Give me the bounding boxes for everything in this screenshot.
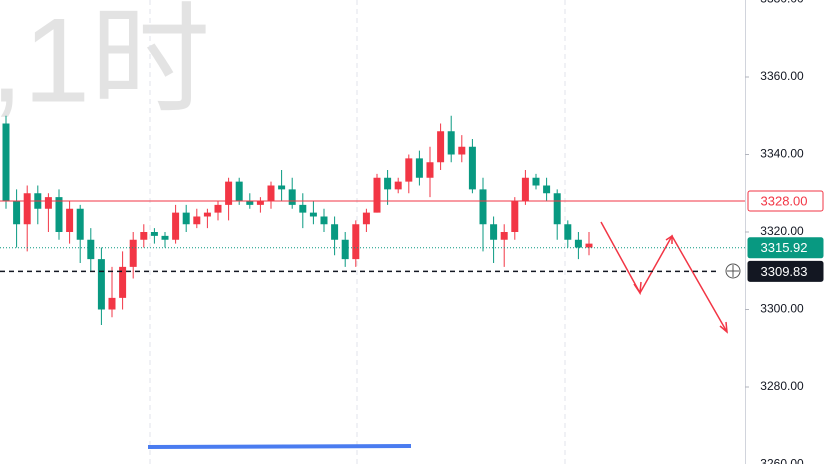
candle-body	[76, 208, 84, 240]
candle-body	[44, 197, 52, 209]
candle-body	[331, 224, 339, 240]
candle-body	[87, 239, 95, 260]
crosshair-icon	[727, 265, 739, 277]
candle-body	[203, 212, 211, 217]
y-tick-label: 3260.00	[760, 457, 804, 464]
candle-body	[373, 177, 381, 213]
candle-body	[521, 177, 529, 201]
candle-body	[511, 200, 519, 232]
candle-body	[320, 216, 328, 225]
candle-body	[479, 189, 487, 225]
candle-body	[256, 200, 264, 205]
y-tick-label: 3380.00	[760, 0, 804, 6]
price-label: 3315.92	[761, 240, 808, 255]
candle-body	[246, 200, 254, 205]
candle-body	[564, 224, 572, 240]
candle-body	[214, 204, 222, 213]
price-label-box	[747, 237, 824, 259]
candle-body	[415, 158, 423, 178]
candle-body	[543, 185, 551, 194]
y-tick-label: 3300.00	[760, 302, 804, 316]
candle-body	[278, 185, 286, 190]
candle-body	[150, 232, 158, 236]
candle-body	[2, 123, 10, 201]
candle-body	[119, 266, 127, 298]
y-tick-label: 3360.00	[760, 69, 804, 83]
candle-body	[447, 131, 455, 155]
drawing-arrow	[600, 221, 728, 333]
candle-body	[437, 131, 445, 163]
price-label: 3328.00	[761, 193, 808, 208]
y-tick-label: 3320.00	[760, 224, 804, 238]
candle-body	[267, 185, 275, 201]
candle-body	[490, 224, 498, 240]
candle-body	[458, 146, 466, 155]
y-tick-label: 3340.00	[760, 147, 804, 161]
candle-body	[405, 158, 413, 182]
drawing-line	[147, 444, 412, 449]
watermark: ,1时	[0, 0, 210, 128]
candle-body	[288, 189, 296, 205]
candle-body	[352, 224, 360, 260]
candle-body	[585, 243, 593, 248]
candle-body	[23, 193, 31, 225]
candle-body	[161, 235, 169, 240]
price-label-box	[747, 190, 824, 212]
candle-body	[140, 232, 148, 240]
candle-body	[468, 146, 476, 190]
candle-body	[235, 181, 243, 201]
candle-body	[108, 297, 116, 310]
candle-body	[394, 181, 402, 190]
candle-body	[384, 177, 392, 190]
price-label: 3309.83	[761, 264, 808, 279]
candle-body	[426, 162, 434, 178]
candle-body	[362, 212, 370, 225]
candle-body	[309, 212, 317, 217]
candle-body	[55, 197, 63, 232]
candle-body	[341, 239, 349, 260]
candle-body	[172, 212, 180, 240]
arrow-head	[633, 234, 728, 334]
candle-body	[97, 259, 105, 310]
candle-body	[193, 216, 201, 225]
candle-body	[574, 239, 582, 248]
candle-body	[532, 177, 540, 186]
candle-body	[129, 239, 137, 267]
candle-body	[299, 204, 307, 213]
candle-body	[66, 208, 74, 232]
candle-body	[225, 181, 233, 205]
candle-body	[13, 200, 21, 225]
candle-body	[182, 212, 190, 225]
price-label-box	[747, 260, 824, 282]
y-tick-label: 3280.00	[760, 379, 804, 393]
candle-body	[500, 232, 508, 240]
candle-body	[553, 193, 561, 225]
